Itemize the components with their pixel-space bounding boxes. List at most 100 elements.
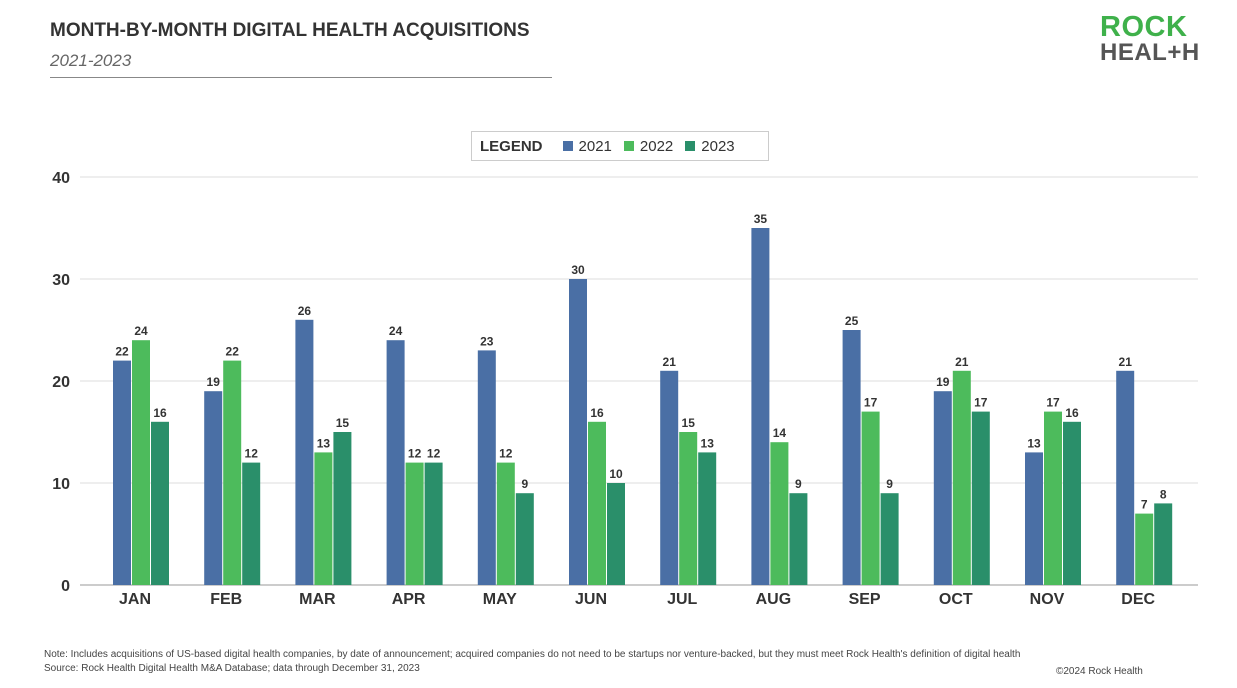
data-label: 22 bbox=[115, 345, 129, 359]
legend-swatch bbox=[562, 141, 573, 151]
footnote: Note: Includes acquisitions of US-based … bbox=[44, 649, 1021, 660]
bar-2021 bbox=[751, 228, 770, 585]
bar-2021 bbox=[477, 350, 496, 585]
bar-2023 bbox=[789, 493, 808, 585]
x-tick-label: JUN bbox=[575, 591, 607, 608]
data-label: 21 bbox=[663, 355, 677, 369]
bar-2023 bbox=[515, 493, 534, 585]
x-tick-label: NOV bbox=[1030, 591, 1065, 608]
bar-2022 bbox=[679, 432, 698, 585]
bar-2023 bbox=[151, 421, 169, 585]
bar-2023 bbox=[698, 452, 717, 585]
data-label: 12 bbox=[427, 447, 441, 461]
y-tick-label: 30 bbox=[52, 272, 70, 289]
bar-2023 bbox=[1154, 503, 1173, 585]
x-tick-label: OCT bbox=[939, 591, 973, 608]
bar-2023 bbox=[880, 493, 899, 585]
bar-2022 bbox=[314, 452, 333, 585]
legend-item-2022: 2022 bbox=[623, 138, 673, 155]
x-tick-label: DEC bbox=[1121, 591, 1155, 608]
source-note: Source: Rock Health Digital Health M&A D… bbox=[44, 663, 420, 674]
data-label: 17 bbox=[864, 396, 878, 410]
bar-2021 bbox=[660, 370, 679, 585]
data-label: 12 bbox=[499, 447, 513, 461]
y-tick-label: 10 bbox=[52, 476, 70, 493]
data-label: 16 bbox=[153, 406, 167, 420]
bar-2022 bbox=[405, 462, 424, 585]
bar-2023 bbox=[971, 411, 990, 585]
bar-2021 bbox=[842, 330, 861, 585]
bar-2021 bbox=[113, 360, 131, 585]
rock-health-logo: ROCK HEAL+H bbox=[1100, 11, 1200, 66]
data-label: 13 bbox=[317, 436, 331, 450]
data-label: 14 bbox=[773, 426, 787, 440]
data-label: 13 bbox=[701, 436, 715, 450]
x-tick-label: JUL bbox=[667, 591, 697, 608]
data-label: 12 bbox=[408, 447, 422, 461]
bar-2022 bbox=[952, 370, 971, 585]
data-label: 26 bbox=[298, 304, 312, 318]
data-label: 15 bbox=[336, 416, 350, 430]
x-tick-label: MAY bbox=[483, 591, 517, 608]
data-label: 8 bbox=[1160, 487, 1167, 501]
legend-label: 2023 bbox=[701, 137, 735, 155]
legend-title: LEGEND bbox=[480, 137, 543, 155]
logo-line1: ROCK bbox=[1100, 11, 1188, 43]
data-label: 17 bbox=[1046, 396, 1060, 410]
y-tick-label: 0 bbox=[61, 578, 70, 595]
bar-2023 bbox=[1063, 421, 1081, 585]
data-label: 21 bbox=[955, 355, 969, 369]
y-tick-label: 40 bbox=[52, 170, 70, 187]
x-tick-label: JAN bbox=[119, 591, 151, 608]
data-label: 24 bbox=[134, 324, 148, 338]
legend-label: 2021 bbox=[578, 137, 612, 155]
data-label: 21 bbox=[1119, 355, 1133, 369]
bar-2022 bbox=[1044, 411, 1062, 585]
bar-2022 bbox=[1135, 513, 1154, 585]
data-label: 10 bbox=[609, 467, 623, 481]
x-tick-label: APR bbox=[392, 591, 426, 608]
legend-item-2023: 2023 bbox=[685, 137, 735, 155]
legend-item-2021: 2021 bbox=[562, 137, 612, 155]
legend-swatch bbox=[685, 141, 696, 151]
bar-2022 bbox=[588, 421, 606, 585]
bar-2022 bbox=[223, 360, 242, 585]
x-tick-label: FEB bbox=[210, 591, 242, 608]
data-label: 30 bbox=[571, 263, 585, 277]
bar-2023 bbox=[242, 462, 261, 585]
bar-2023 bbox=[607, 483, 625, 585]
data-label: 35 bbox=[754, 212, 768, 226]
data-label: 16 bbox=[1065, 406, 1079, 420]
x-tick-label: AUG bbox=[756, 591, 792, 608]
data-label: 7 bbox=[1141, 498, 1148, 512]
data-label: 17 bbox=[974, 396, 988, 410]
x-tick-label: SEP bbox=[849, 591, 881, 608]
data-label: 19 bbox=[936, 375, 950, 389]
bar-2022 bbox=[770, 442, 789, 585]
bar-2021 bbox=[386, 340, 405, 585]
data-label: 12 bbox=[245, 447, 259, 461]
data-label: 13 bbox=[1027, 436, 1041, 450]
chart-title: MONTH-BY-MONTH DIGITAL HEALTH ACQUISITIO… bbox=[50, 20, 530, 41]
copyright: ©2024 Rock Health bbox=[1056, 666, 1143, 677]
x-tick-label: MAR bbox=[299, 591, 336, 608]
data-label: 16 bbox=[590, 406, 604, 420]
data-label: 9 bbox=[795, 477, 802, 491]
logo-line2: HEAL+H bbox=[1100, 39, 1200, 66]
bar-2021 bbox=[1116, 370, 1135, 585]
y-tick-label: 20 bbox=[52, 374, 70, 391]
data-label: 22 bbox=[226, 345, 240, 359]
bar-2023 bbox=[333, 432, 352, 585]
bar-2021 bbox=[295, 319, 314, 585]
data-label: 15 bbox=[682, 416, 696, 430]
bar-2022 bbox=[496, 462, 515, 585]
data-label: 23 bbox=[480, 334, 494, 348]
bar-2021 bbox=[569, 279, 587, 585]
data-label: 25 bbox=[845, 314, 859, 328]
data-label: 19 bbox=[207, 375, 221, 389]
chart-subtitle: 2021-2023 bbox=[50, 51, 132, 70]
data-label: 9 bbox=[886, 477, 893, 491]
bar-2021 bbox=[204, 391, 223, 585]
